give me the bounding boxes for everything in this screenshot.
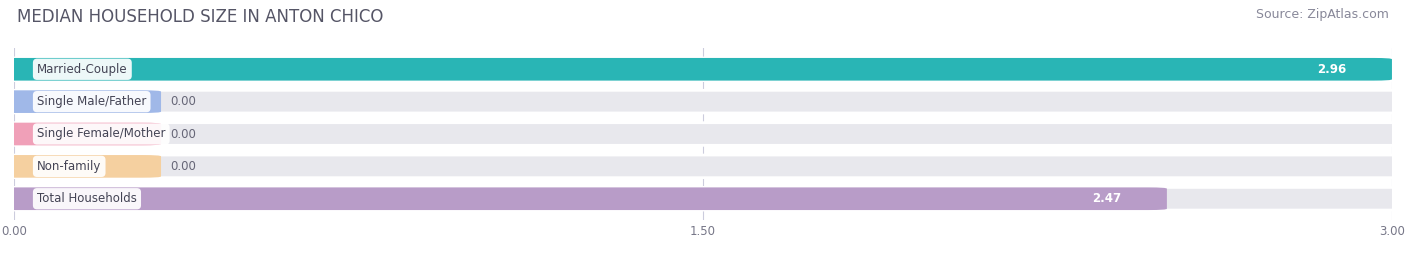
Text: Non-family: Non-family xyxy=(37,160,101,173)
Text: 0.00: 0.00 xyxy=(170,128,195,140)
Text: Single Female/Mother: Single Female/Mother xyxy=(37,128,166,140)
FancyBboxPatch shape xyxy=(0,90,162,113)
FancyBboxPatch shape xyxy=(0,123,162,145)
FancyBboxPatch shape xyxy=(0,187,1167,210)
FancyBboxPatch shape xyxy=(0,155,1406,178)
Text: 0.00: 0.00 xyxy=(170,95,195,108)
FancyBboxPatch shape xyxy=(0,155,162,178)
Text: Source: ZipAtlas.com: Source: ZipAtlas.com xyxy=(1256,8,1389,21)
Text: Single Male/Father: Single Male/Father xyxy=(37,95,146,108)
Text: Married-Couple: Married-Couple xyxy=(37,63,128,76)
FancyBboxPatch shape xyxy=(0,123,1406,145)
FancyBboxPatch shape xyxy=(0,187,1406,210)
FancyBboxPatch shape xyxy=(0,58,1406,81)
FancyBboxPatch shape xyxy=(0,58,1392,81)
Text: 0.00: 0.00 xyxy=(170,160,195,173)
Text: MEDIAN HOUSEHOLD SIZE IN ANTON CHICO: MEDIAN HOUSEHOLD SIZE IN ANTON CHICO xyxy=(17,8,384,26)
Text: 2.96: 2.96 xyxy=(1317,63,1346,76)
FancyBboxPatch shape xyxy=(0,90,1406,113)
Text: 2.47: 2.47 xyxy=(1092,192,1121,205)
Text: Total Households: Total Households xyxy=(37,192,136,205)
